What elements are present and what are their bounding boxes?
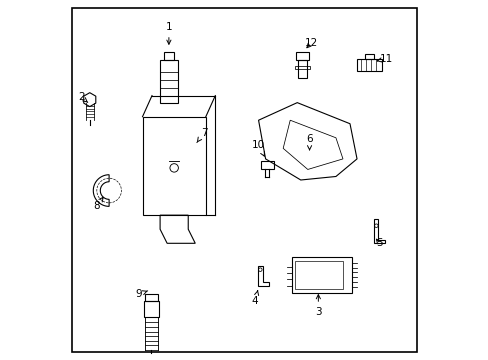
Text: 9: 9 bbox=[135, 289, 147, 299]
Text: 1: 1 bbox=[165, 22, 172, 44]
Text: 12: 12 bbox=[304, 38, 317, 48]
Text: 5: 5 bbox=[376, 238, 383, 248]
Text: 11: 11 bbox=[376, 54, 393, 64]
Text: 2: 2 bbox=[78, 93, 88, 103]
Text: 8: 8 bbox=[93, 197, 103, 211]
Text: 7: 7 bbox=[197, 127, 207, 143]
Text: 3: 3 bbox=[314, 294, 321, 317]
Text: 4: 4 bbox=[251, 291, 258, 306]
Text: 6: 6 bbox=[305, 134, 312, 150]
Text: 10: 10 bbox=[251, 140, 264, 156]
